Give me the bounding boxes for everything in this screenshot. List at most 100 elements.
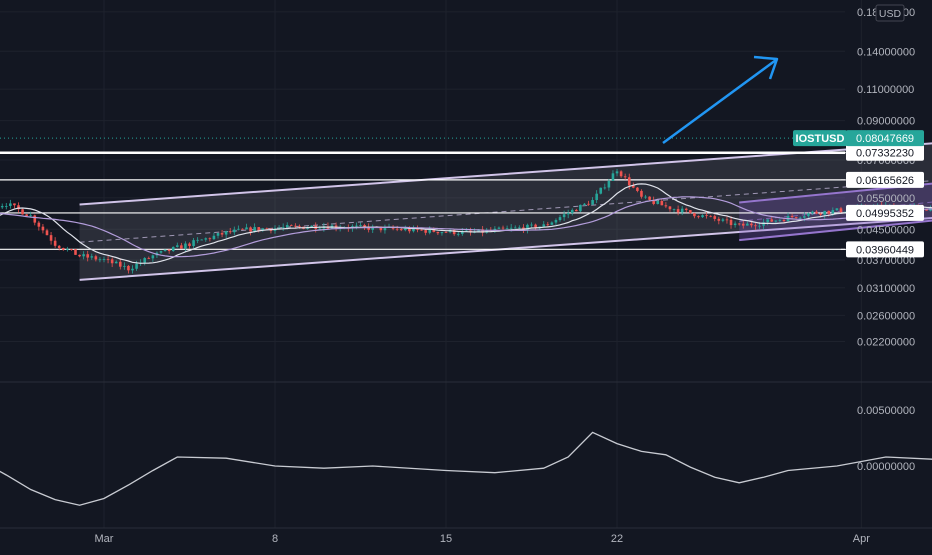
level-price-label: 0.03960449 — [856, 244, 914, 256]
candle-body — [318, 228, 322, 230]
candle-body — [118, 261, 122, 267]
candle-body — [21, 209, 24, 215]
candle-body — [253, 227, 256, 232]
candle-body — [843, 211, 847, 213]
candle-body — [196, 239, 199, 241]
candle-body — [245, 227, 248, 230]
candle-body — [171, 246, 175, 252]
candle-body — [106, 259, 110, 260]
candle-body — [49, 235, 53, 241]
price-tick-label: 0.05500000 — [857, 193, 915, 205]
candle-body — [404, 228, 407, 231]
candle-body — [208, 238, 212, 240]
candle-body — [66, 249, 69, 250]
candle-body — [371, 226, 375, 230]
candle-body — [615, 171, 619, 174]
candle-body — [697, 216, 700, 218]
candle-body — [611, 173, 615, 181]
candle-body — [188, 243, 191, 247]
candle-body — [741, 223, 745, 226]
candle-body — [505, 228, 509, 230]
currency-badge — [875, 4, 905, 22]
candle-body — [827, 210, 831, 214]
candle-body — [444, 232, 448, 233]
candle-body — [37, 222, 41, 227]
candle-body — [717, 218, 721, 221]
candle-body — [216, 233, 220, 236]
time-tick-label: 22 — [611, 533, 623, 545]
candle-body — [668, 206, 672, 210]
level-price-box — [846, 171, 924, 188]
arrow-shaft — [662, 58, 777, 145]
candle-body — [733, 223, 737, 226]
candle-body — [310, 225, 313, 228]
candle-body — [766, 219, 769, 223]
candle-body — [98, 259, 102, 261]
level-price-box — [846, 241, 924, 258]
candle-body — [493, 228, 497, 231]
candle-body — [570, 209, 574, 213]
candle-body — [45, 230, 49, 236]
candle-body — [648, 196, 651, 200]
price-tick-label: 0.11000000 — [857, 84, 914, 96]
candle-body — [746, 223, 749, 226]
candle-body — [175, 245, 179, 247]
candle-body — [701, 215, 704, 218]
candle-body — [151, 255, 155, 259]
candle-body — [632, 185, 635, 188]
indicator-pane — [0, 431, 932, 506]
level-price-label: 0.07332230 — [856, 148, 914, 160]
horizontal-levels — [0, 137, 845, 250]
candle-body — [497, 227, 501, 229]
candle-body — [131, 268, 134, 271]
moving-average-slow — [0, 196, 932, 258]
time-axis[interactable]: 22Mar81522Apr1219May — [0, 533, 932, 545]
candle-body — [619, 171, 623, 177]
inner-channel-upper-line — [739, 182, 932, 204]
candle-body — [228, 231, 232, 233]
candle-body — [925, 208, 928, 211]
candle-body — [526, 224, 529, 231]
price-axis[interactable]: 0.180000000.140000000.110000000.09000000… — [857, 4, 915, 473]
indicator-line — [0, 431, 932, 506]
candle-body — [562, 214, 566, 218]
candle-body — [237, 228, 240, 230]
candle-body — [831, 210, 835, 214]
candle-body — [147, 258, 151, 259]
candle-body — [607, 180, 611, 188]
candle-body — [452, 229, 456, 235]
candle-body — [693, 213, 696, 217]
candle-body — [33, 215, 37, 223]
candle-body — [575, 209, 578, 212]
candle-body — [432, 228, 436, 232]
candle-body — [265, 228, 269, 230]
candle-body — [359, 225, 362, 226]
candle-body — [807, 213, 810, 217]
candle-body — [554, 220, 558, 223]
candle-body — [835, 208, 839, 211]
candle-body — [420, 229, 423, 231]
candle-body — [709, 215, 712, 217]
candle-body — [212, 235, 216, 240]
candle-body — [587, 203, 590, 205]
candle-body — [652, 199, 655, 204]
price-tick-label: 0.03100000 — [857, 283, 915, 295]
candle-body — [289, 225, 293, 226]
candle-body — [383, 227, 387, 231]
candle-body — [408, 228, 411, 232]
candle-body — [461, 231, 464, 234]
candle-body — [57, 245, 61, 248]
candle-body — [705, 215, 708, 216]
candle-body — [436, 231, 440, 234]
candle-body — [298, 225, 301, 227]
level-price-label: 0.04995352 — [856, 208, 914, 220]
candle-body — [180, 245, 183, 249]
candle-body — [123, 265, 126, 267]
candle-body — [224, 231, 228, 235]
candle-body — [440, 232, 444, 234]
candle-body — [25, 214, 28, 217]
candle-body — [501, 227, 505, 229]
candle-body — [550, 222, 554, 225]
candle-body — [627, 177, 631, 186]
candle-body — [811, 211, 814, 214]
